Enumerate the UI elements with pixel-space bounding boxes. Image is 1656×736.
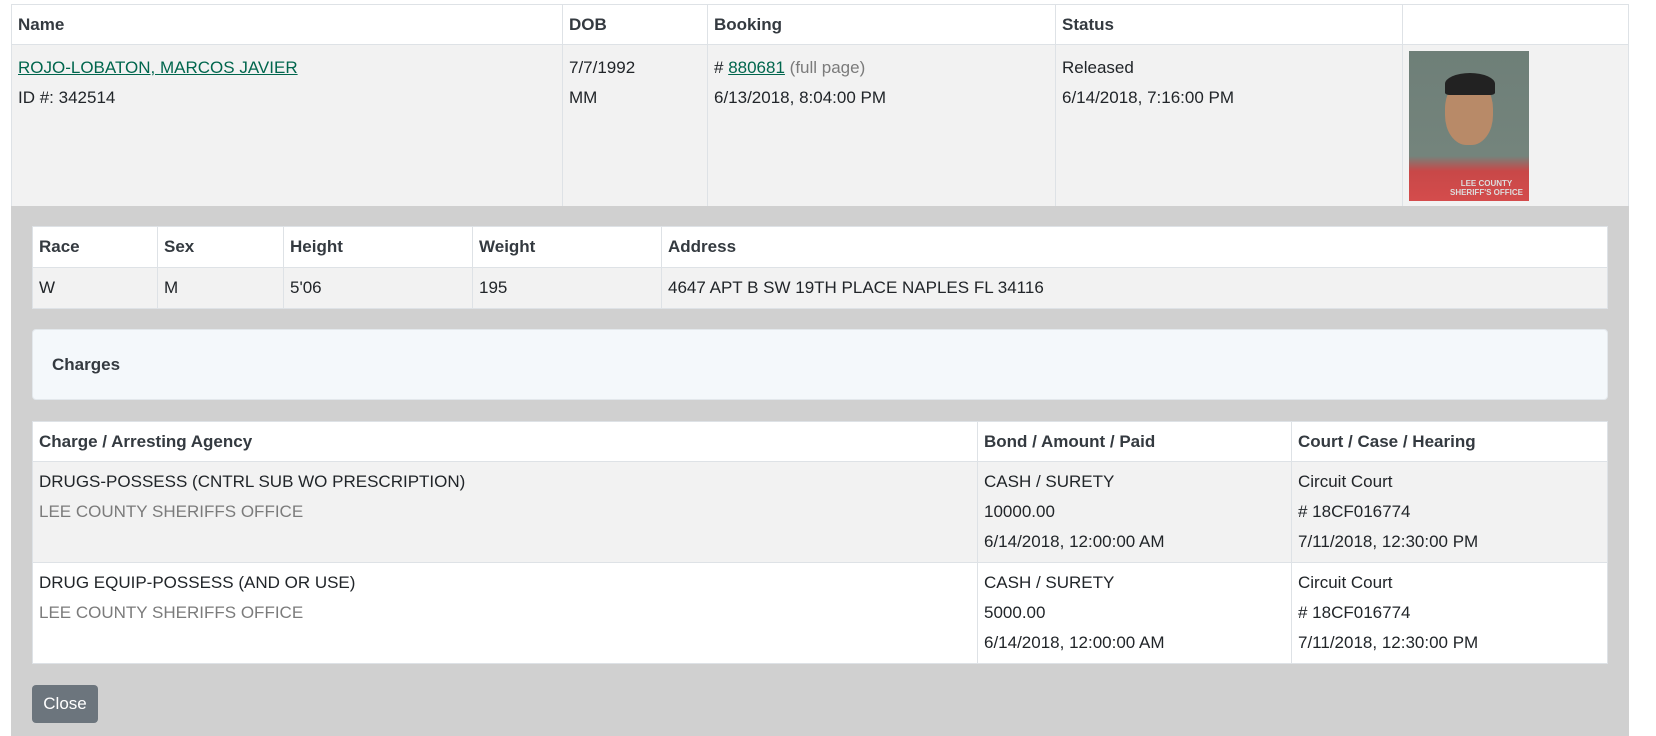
sheriff-watermark: LEE COUNTY SHERIFF'S OFFICE bbox=[1449, 179, 1523, 197]
charge-row: DRUG EQUIP-POSSESS (AND OR USE) LEE COUNT… bbox=[32, 562, 1608, 664]
sex: M bbox=[157, 267, 284, 309]
name-cell: ROJO-LOBATON, MARCOS JAVIER ID #: 342514 bbox=[11, 44, 563, 207]
hearing: 7/11/2018, 12:30:00 PM bbox=[1298, 633, 1479, 652]
full-page-label: (full page) bbox=[789, 58, 866, 77]
bond-cell: CASH / SURETY 5000.00 6/14/2018, 12:00:00 … bbox=[977, 562, 1292, 664]
header-status: Status bbox=[1055, 4, 1403, 45]
hearing: 7/11/2018, 12:30:00 PM bbox=[1298, 532, 1479, 551]
booking-cell: # 880681 (full page) 6/13/2018, 8:04:00 … bbox=[707, 44, 1056, 207]
height: 5'06 bbox=[283, 267, 473, 309]
header-sex: Sex bbox=[157, 226, 284, 268]
paid: 6/14/2018, 12:00:00 AM bbox=[984, 532, 1165, 551]
court: Circuit Court bbox=[1298, 573, 1393, 592]
inmate-row: ROJO-LOBATON, MARCOS JAVIER ID #: 342514… bbox=[11, 44, 1629, 207]
dob-extra: MM bbox=[569, 88, 598, 107]
physical-table: Race Sex Height Weight Address W M 5'06 … bbox=[32, 226, 1608, 309]
charges-header: Charges bbox=[32, 329, 1608, 400]
case: # 18CF016774 bbox=[1298, 603, 1411, 622]
header-height: Height bbox=[283, 226, 473, 268]
charges-table: Charge / Arresting Agency Bond / Amount … bbox=[32, 421, 1608, 664]
dob-cell: 7/7/1992 MM bbox=[562, 44, 708, 207]
booking-number-link[interactable]: 880681 bbox=[728, 58, 785, 77]
header-race: Race bbox=[32, 226, 158, 268]
charge: DRUG EQUIP-POSSESS (AND OR USE) bbox=[39, 573, 356, 592]
dob: 7/7/1992 bbox=[569, 58, 636, 77]
amount: 5000.00 bbox=[984, 603, 1046, 622]
close-button[interactable]: Close bbox=[32, 685, 98, 723]
bond: CASH / SURETY bbox=[984, 472, 1115, 491]
header-bond: Bond / Amount / Paid bbox=[977, 421, 1292, 462]
agency: LEE COUNTY SHERIFFS OFFICE bbox=[39, 502, 304, 521]
inmate-table: Name DOB Booking Status ROJO-LOBATON, MA… bbox=[11, 4, 1629, 207]
court-cell: Circuit Court # 18CF016774 7/11/2018, 12:3… bbox=[1291, 461, 1608, 563]
case: # 18CF016774 bbox=[1298, 502, 1411, 521]
header-booking: Booking bbox=[707, 4, 1056, 45]
status-date: 6/14/2018, 7:16:00 PM bbox=[1062, 88, 1235, 107]
details-panel: Race Sex Height Weight Address W M 5'06 … bbox=[11, 206, 1629, 736]
charge-cell: DRUG EQUIP-POSSESS (AND OR USE) LEE COUNT… bbox=[32, 562, 978, 664]
weight: 195 bbox=[472, 267, 662, 309]
header-dob: DOB bbox=[562, 4, 708, 45]
photo-cell: LEE COUNTY SHERIFF'S OFFICE bbox=[1402, 44, 1629, 207]
race: W bbox=[32, 267, 158, 309]
header-court: Court / Case / Hearing bbox=[1291, 421, 1608, 462]
address: 4647 APT B SW 19TH PLACE NAPLES FL 34116 bbox=[661, 267, 1608, 309]
status: Released bbox=[1062, 58, 1134, 77]
amount: 10000.00 bbox=[984, 502, 1055, 521]
booking-date: 6/13/2018, 8:04:00 PM bbox=[714, 88, 887, 107]
header-name: Name bbox=[11, 4, 563, 45]
header-charge: Charge / Arresting Agency bbox=[32, 421, 978, 462]
court: Circuit Court bbox=[1298, 472, 1393, 491]
physical-row: W M 5'06 195 4647 APT B SW 19TH PLACE NA… bbox=[32, 267, 1608, 309]
agency: LEE COUNTY SHERIFFS OFFICE bbox=[39, 603, 304, 622]
charge-row: DRUGS-POSSESS (CNTRL SUB WO PRESCRIPTION… bbox=[32, 461, 1608, 563]
header-address: Address bbox=[661, 226, 1608, 268]
charge: DRUGS-POSSESS (CNTRL SUB WO PRESCRIPTION… bbox=[39, 472, 466, 491]
inmate-id: ID #: 342514 bbox=[18, 88, 116, 107]
status-cell: Released 6/14/2018, 7:16:00 PM bbox=[1055, 44, 1403, 207]
charge-cell: DRUGS-POSSESS (CNTRL SUB WO PRESCRIPTION… bbox=[32, 461, 978, 563]
booking-prefix: # bbox=[714, 58, 729, 77]
header-weight: Weight bbox=[472, 226, 662, 268]
bond-cell: CASH / SURETY 10000.00 6/14/2018, 12:00:00… bbox=[977, 461, 1292, 563]
paid: 6/14/2018, 12:00:00 AM bbox=[984, 633, 1165, 652]
bond: CASH / SURETY bbox=[984, 573, 1115, 592]
inmate-name-link[interactable]: ROJO-LOBATON, MARCOS JAVIER bbox=[18, 58, 298, 77]
mugshot-photo: LEE COUNTY SHERIFF'S OFFICE bbox=[1409, 51, 1529, 201]
header-photo bbox=[1402, 4, 1629, 45]
court-cell: Circuit Court # 18CF016774 7/11/2018, 12:3… bbox=[1291, 562, 1608, 664]
